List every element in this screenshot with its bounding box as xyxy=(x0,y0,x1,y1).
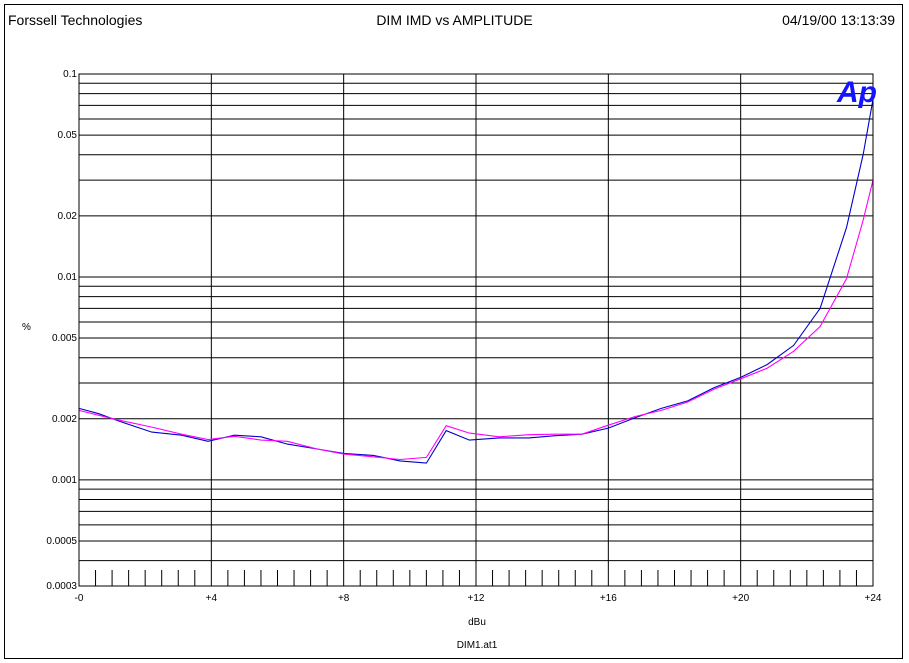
y-tick-labels: 0.1 0.05 0.02 0.01 0.005 0.002 0.001 0.0005 0.00… xyxy=(46,69,77,592)
x-tick-label: +4 xyxy=(206,593,218,604)
x-tick-label: -0 xyxy=(75,593,84,604)
y-tick-label: 0.0005 xyxy=(46,536,77,547)
y-tick-label: 0.05 xyxy=(58,130,78,141)
y-axis-label: % xyxy=(22,322,31,333)
timestamp: 04/19/00 13:13:39 xyxy=(782,12,895,28)
y-tick-label: 0.1 xyxy=(63,69,77,80)
x-tick-label: +24 xyxy=(865,593,882,604)
series-line-1 xyxy=(78,99,874,464)
chart-frame xyxy=(4,4,903,659)
x-tick-label: +16 xyxy=(600,593,617,604)
grid xyxy=(78,73,874,587)
y-tick-label: 0.005 xyxy=(52,333,77,344)
x-tick-label: +8 xyxy=(338,593,350,604)
x-tick-label: +12 xyxy=(468,593,485,604)
ap-logo: Ap xyxy=(836,76,877,109)
y-tick-label: 0.01 xyxy=(58,272,78,283)
company-name: Forssell Technologies xyxy=(8,12,143,28)
chart-title: DIM IMD vs AMPLITUDE xyxy=(376,12,533,28)
plot-border xyxy=(78,73,874,587)
y-tick-label: 0.001 xyxy=(52,475,77,486)
x-tick-label: +20 xyxy=(732,593,749,604)
x-tick-labels: -0 +4 +8 +12 +16 +20 +24 xyxy=(75,593,882,604)
y-tick-label: 0.02 xyxy=(58,211,78,222)
y-tick-label: 0.0003 xyxy=(46,581,77,592)
y-tick-label: 0.002 xyxy=(52,414,77,425)
file-label: DIM1.at1 xyxy=(457,640,498,651)
x-axis-label: dBu xyxy=(468,617,486,628)
series-lines xyxy=(78,99,874,464)
series-line-2 xyxy=(78,179,874,461)
